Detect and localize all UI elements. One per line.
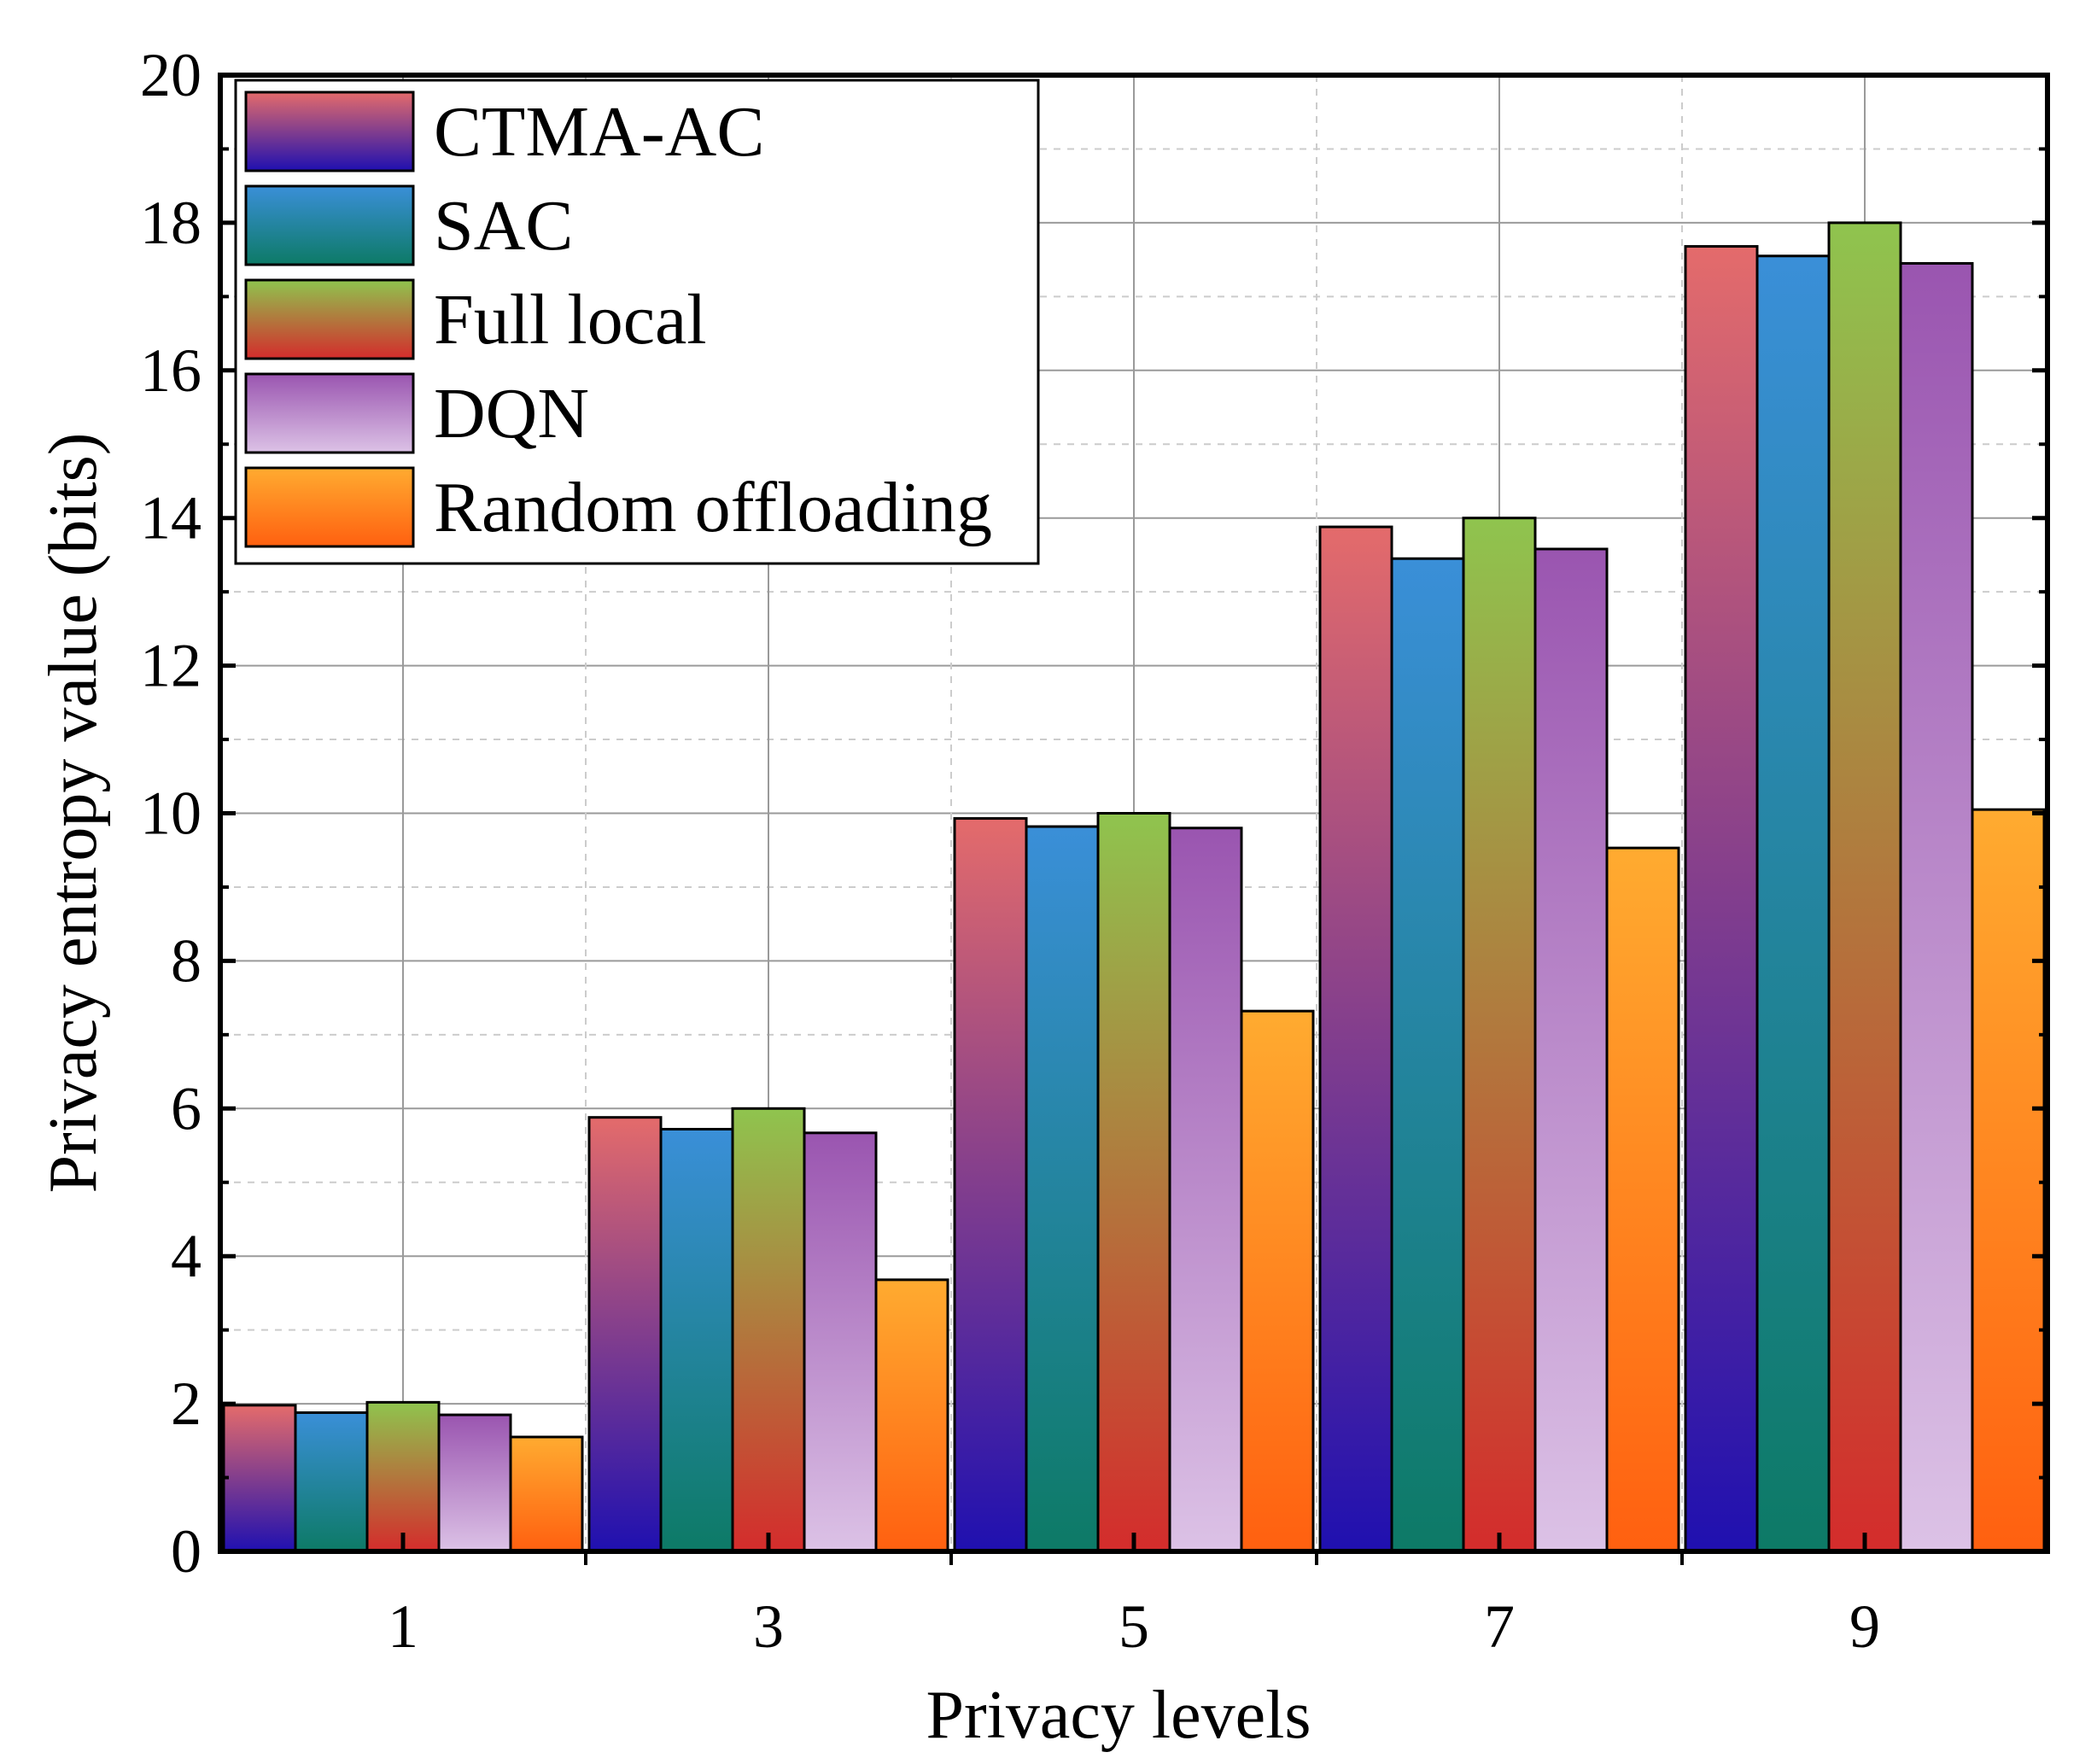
x-tick-label: 1 [388, 1592, 418, 1661]
legend-label: CTMA-AC [434, 92, 764, 172]
bar-dqn-level-1 [437, 1413, 512, 1553]
y-tick-label: 6 [171, 1074, 202, 1142]
x-axis-title: Privacy levels [926, 1678, 1311, 1753]
bar-ctma-ac-level-3 [587, 1116, 663, 1553]
legend-label: Random offloading [434, 468, 992, 547]
bar-ctma-ac-level-9 [1684, 245, 1759, 1553]
bar-random-offloading-level-9 [1971, 808, 2046, 1553]
legend: CTMA-AC SAC Full local DQN Random offloading [234, 79, 1040, 565]
bar-ctma-ac-level-7 [1318, 525, 1393, 1553]
y-tick-label: 18 [140, 189, 202, 257]
bar-random-offloading-level-7 [1605, 846, 1680, 1553]
legend-swatch [244, 278, 415, 360]
legend-label: SAC [434, 186, 573, 266]
y-tick-label: 16 [140, 336, 202, 405]
y-axis: 0 2 4 6 8 10 12 14 16 18 20 [140, 41, 2047, 1586]
bar-sac-level-5 [1025, 825, 1100, 1553]
x-tick-label: 7 [1484, 1592, 1515, 1661]
x-tick-label: 3 [753, 1592, 784, 1661]
bar-dqn-level-7 [1533, 547, 1609, 1553]
bar-dqn-level-5 [1168, 827, 1243, 1553]
bar-random-offloading-level-1 [509, 1435, 584, 1553]
bar-sac-level-9 [1755, 254, 1831, 1553]
bar-full-local-level-1 [365, 1400, 441, 1553]
legend-label: DQN [434, 374, 589, 453]
y-tick-label: 20 [140, 41, 202, 109]
bar-random-offloading-level-3 [874, 1278, 949, 1553]
bar-sac-level-3 [659, 1128, 734, 1553]
y-tick-label: 12 [140, 632, 202, 700]
x-axis: 1 3 5 7 9 [388, 1533, 1880, 1661]
y-tick-label: 10 [140, 780, 202, 848]
bar-sac-level-1 [294, 1411, 369, 1553]
legend-label: Full local [434, 280, 707, 359]
bar-full-local-level-7 [1462, 517, 1537, 1553]
bar-random-offloading-level-5 [1240, 1009, 1315, 1553]
bar-full-local-level-3 [731, 1107, 806, 1553]
y-tick-label: 0 [171, 1517, 202, 1586]
bar-full-local-level-9 [1827, 221, 1902, 1553]
legend-swatch [244, 91, 415, 172]
legend-swatch [244, 466, 415, 548]
legend-swatch [244, 372, 415, 454]
x-tick-label: 9 [1849, 1592, 1880, 1661]
y-axis-title: Privacy entropy value (bits) [36, 433, 111, 1194]
bar-dqn-level-3 [803, 1131, 878, 1553]
x-tick-label: 5 [1119, 1592, 1149, 1661]
bar-full-local-level-5 [1096, 812, 1171, 1553]
y-tick-label: 14 [140, 484, 202, 552]
y-tick-label: 4 [171, 1222, 202, 1290]
bar-dqn-level-9 [1899, 261, 1974, 1553]
bar-ctma-ac-level-5 [953, 817, 1028, 1553]
legend-swatch [244, 184, 415, 266]
y-tick-label: 2 [171, 1370, 202, 1438]
y-tick-label: 8 [171, 926, 202, 995]
bar-ctma-ac-level-1 [222, 1404, 297, 1553]
bar-sac-level-7 [1390, 557, 1465, 1553]
